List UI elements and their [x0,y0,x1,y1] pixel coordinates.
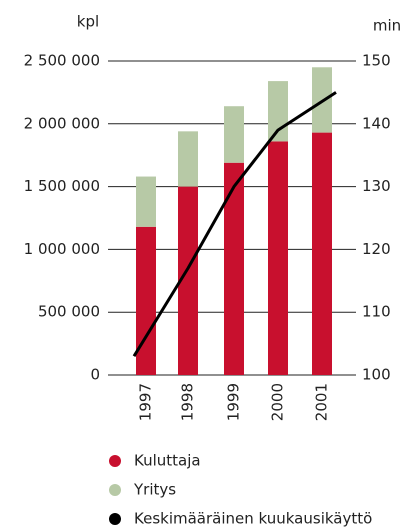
legend-marker [109,455,121,467]
bar [268,141,288,375]
x-tick-label: 1998 [179,383,197,421]
bar [224,162,244,375]
x-tick-label: 2000 [269,383,287,421]
y-tick-label: 2 000 000 [24,114,100,132]
y2-tick-label: 130 [362,177,391,195]
x-tick-label: 2001 [313,383,331,421]
bar [312,132,332,375]
x-tick-label: 1997 [137,383,155,421]
y-axis-label: kpl [77,13,99,31]
y-tick-label: 0 [90,366,100,384]
y-tick-label: 1 500 000 [24,177,100,195]
bar [178,186,198,375]
legend-marker [109,513,121,525]
line [132,91,337,357]
legend-marker [109,484,121,496]
bar [136,176,156,227]
y-tick-label: 2 500 000 [24,52,100,70]
y2-tick-label: 150 [362,52,391,70]
legend-label: Keskimääräinen kuukausikäyttö [134,510,372,528]
bar [224,106,244,163]
y2-tick-label: 100 [362,366,391,384]
y-tick-label: 1 000 000 [24,240,100,258]
y2-tick-label: 110 [362,303,391,321]
y2-axis-label: min [373,17,401,35]
legend-label: Kuluttaja [134,452,201,470]
y2-tick-label: 120 [362,240,391,258]
bar [178,131,198,187]
y-tick-label: 500 000 [38,303,100,321]
legend-label: Yritys [133,481,176,499]
bar [136,226,156,375]
y2-tick-label: 140 [362,114,391,132]
x-tick-label: 1999 [225,383,243,421]
